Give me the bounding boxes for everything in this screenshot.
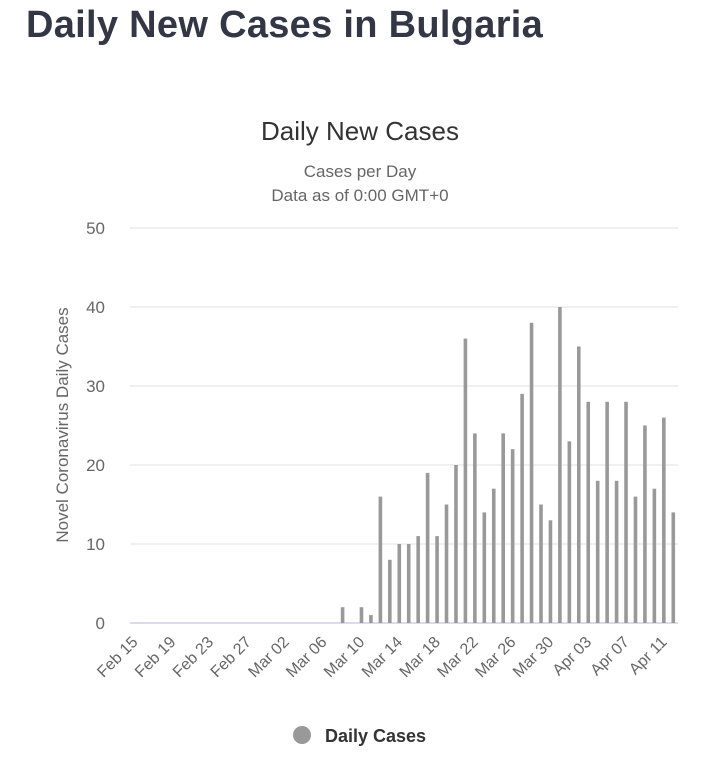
bar-mar-15[interactable] xyxy=(406,544,411,623)
bar-apr-09[interactable] xyxy=(643,425,647,624)
x-tick-label: Apr 03 xyxy=(550,634,595,679)
bar-mar-24[interactable] xyxy=(491,488,496,623)
bar-mar-26[interactable] xyxy=(510,449,515,623)
bar-mar-13[interactable] xyxy=(388,559,392,623)
x-tick-label: Feb 15 xyxy=(94,634,141,681)
chart-title: Daily New Cases xyxy=(261,116,459,146)
page-title: Daily New Cases in Bulgaria xyxy=(26,4,544,46)
x-tick-label: Feb 19 xyxy=(132,634,179,681)
bar-mar-29[interactable] xyxy=(539,504,543,624)
x-tick-label: Mar 22 xyxy=(434,634,481,681)
bar-mar-20[interactable] xyxy=(454,465,458,623)
y-tick-label: 30 xyxy=(86,377,105,396)
x-tick-label: Mar 18 xyxy=(397,634,444,681)
x-tick-label: Feb 23 xyxy=(170,634,217,681)
x-tick-label: Feb 27 xyxy=(208,634,255,681)
bar-mar-14[interactable] xyxy=(397,544,402,623)
bar-mar-23[interactable] xyxy=(482,512,487,623)
bar-apr-12[interactable] xyxy=(671,512,676,623)
legend-marker xyxy=(293,726,311,744)
x-tick-label: Apr 11 xyxy=(626,634,671,679)
bar-apr-06[interactable] xyxy=(614,480,619,623)
y-tick-label: 20 xyxy=(86,456,105,475)
y-axis-label: Novel Coronavirus Daily Cases xyxy=(53,307,72,542)
bar-mar-18[interactable] xyxy=(435,536,439,623)
bar-apr-08[interactable] xyxy=(633,496,638,623)
y-tick-label: 0 xyxy=(96,614,105,633)
bar-mar-25[interactable] xyxy=(501,433,506,623)
bar-apr-07[interactable] xyxy=(624,401,628,623)
bar-mar-21[interactable] xyxy=(463,338,468,623)
bar-mar-12[interactable] xyxy=(378,496,383,623)
bar-mar-19[interactable] xyxy=(444,504,449,624)
bar-mar-28[interactable] xyxy=(529,322,534,623)
chart-subtitle: Cases per Day xyxy=(304,162,417,181)
bar-mar-27[interactable] xyxy=(520,393,524,623)
bar-mar-30[interactable] xyxy=(548,520,553,623)
y-tick-label: 10 xyxy=(86,535,105,554)
bar-mar-31[interactable] xyxy=(558,307,562,623)
y-tick-label: 50 xyxy=(86,219,105,238)
bar-mar-11[interactable] xyxy=(369,615,373,623)
x-tick-label: Mar 26 xyxy=(472,634,519,681)
x-tick-label: Apr 07 xyxy=(588,634,633,679)
legend-label: Daily Cases xyxy=(325,726,426,746)
bar-apr-10[interactable] xyxy=(652,488,657,623)
bar-mar-22[interactable] xyxy=(473,433,477,623)
x-tick-label: Mar 02 xyxy=(245,634,292,681)
bar-apr-11[interactable] xyxy=(662,417,666,623)
x-tick-label: Mar 30 xyxy=(510,634,557,681)
legend[interactable]: Daily Cases xyxy=(293,726,426,746)
bar-apr-04[interactable] xyxy=(595,480,600,623)
x-tick-label: Mar 14 xyxy=(359,634,406,681)
bar-mar-17[interactable] xyxy=(425,472,430,623)
bar-mar-16[interactable] xyxy=(416,536,420,623)
chart-subtitle-date: Data as of 0:00 GMT+0 xyxy=(271,186,448,205)
x-tick-label: Mar 06 xyxy=(283,634,330,681)
y-tick-label: 40 xyxy=(86,298,105,317)
bar-mar-08[interactable] xyxy=(340,607,345,623)
x-tick-label: Mar 10 xyxy=(321,634,368,681)
bar-apr-05[interactable] xyxy=(605,401,609,623)
bar-apr-03[interactable] xyxy=(586,401,591,623)
bar-apr-02[interactable] xyxy=(576,346,581,624)
bar-mar-10[interactable] xyxy=(359,607,364,623)
bar-apr-01[interactable] xyxy=(567,441,572,623)
